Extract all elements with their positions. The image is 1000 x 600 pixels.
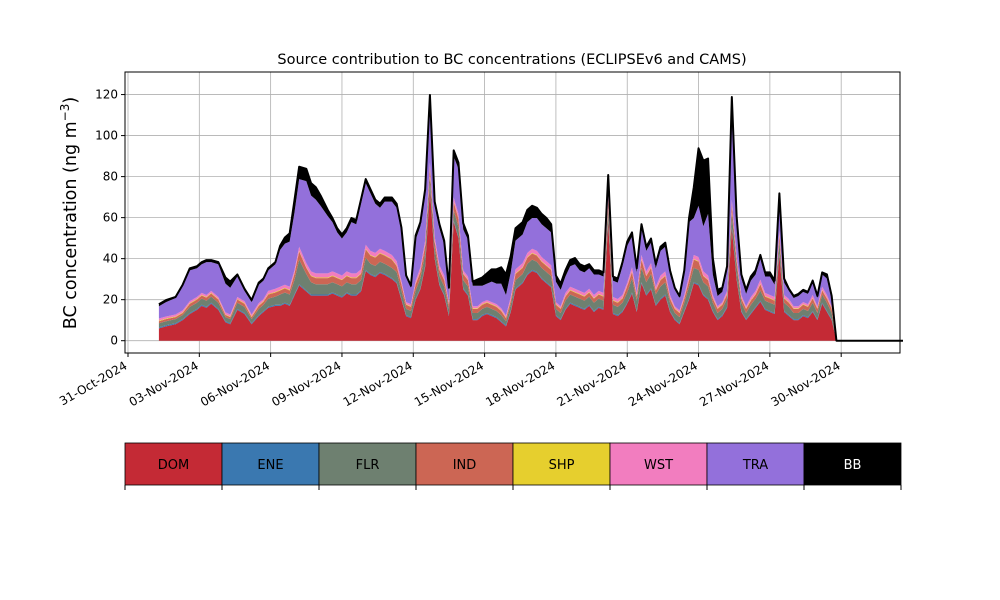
legend-label-wst: WST	[644, 458, 673, 473]
area-bb	[158, 94, 903, 341]
total-concentration-line	[158, 93, 903, 342]
area-wst	[158, 162, 903, 341]
x-tick-label: 31-Oct-2024	[57, 358, 129, 408]
axes-frame	[124, 71, 901, 354]
legend-label-tra: TRA	[742, 458, 768, 473]
legend-swatch-ene	[221, 442, 320, 486]
legend-label-flr: FLR	[356, 458, 380, 473]
y-tick-label: 80	[103, 170, 118, 184]
x-tick-label: 12-Nov-2024	[341, 358, 415, 409]
legend-swatch-wst	[609, 442, 708, 486]
x-tick-label: 24-Nov-2024	[626, 358, 700, 409]
y-axis-label: BC concentration (ng m−3)	[58, 97, 81, 329]
legend-label-ind: IND	[453, 458, 477, 473]
legend-swatch-bb	[803, 442, 902, 486]
plot-frame	[124, 71, 901, 354]
y-tick-label: 0	[110, 334, 118, 348]
y-tick-label: 20	[103, 293, 118, 307]
y-tick-label: 120	[95, 88, 118, 102]
legend-swatch-flr	[318, 442, 417, 486]
x-tick-label: 30-Nov-2024	[769, 358, 843, 409]
x-tick-label: 06-Nov-2024	[198, 358, 272, 409]
y-tick-label: 40	[103, 252, 118, 266]
stacked-areas	[158, 94, 903, 341]
x-tick-label: 09-Nov-2024	[269, 358, 343, 409]
legend-swatch-tra	[706, 442, 805, 486]
legend-label-dom: DOM	[158, 458, 189, 473]
legend: DOM ENE FLR IND SHP WST TRA BB	[124, 442, 902, 490]
legend-label-shp: SHP	[549, 458, 575, 473]
total-line	[158, 93, 903, 342]
legend-swatch-dom	[124, 442, 223, 486]
legend-label-bb: BB	[844, 458, 862, 473]
x-tick-label: 03-Nov-2024	[127, 358, 201, 409]
x-axis-ticks: 31-Oct-202403-Nov-202406-Nov-202409-Nov-…	[57, 353, 843, 409]
chart-title: Source contribution to BC concentrations…	[277, 52, 746, 68]
x-tick-label: 27-Nov-2024	[697, 358, 771, 409]
x-tick-label: 21-Nov-2024	[555, 358, 629, 409]
y-axis-ticks: 0 20 40 60 80 100 120	[95, 88, 125, 348]
legend-swatch-ind	[415, 442, 514, 486]
x-tick-label: 18-Nov-2024	[483, 358, 557, 409]
x-tick-label: 15-Nov-2024	[412, 358, 486, 409]
area-dom	[158, 188, 903, 341]
y-tick-label: 60	[103, 211, 118, 225]
legend-label-ene: ENE	[257, 458, 283, 473]
area-tra	[158, 101, 903, 341]
y-tick-label: 100	[95, 129, 118, 143]
legend-swatch-shp	[512, 442, 611, 486]
